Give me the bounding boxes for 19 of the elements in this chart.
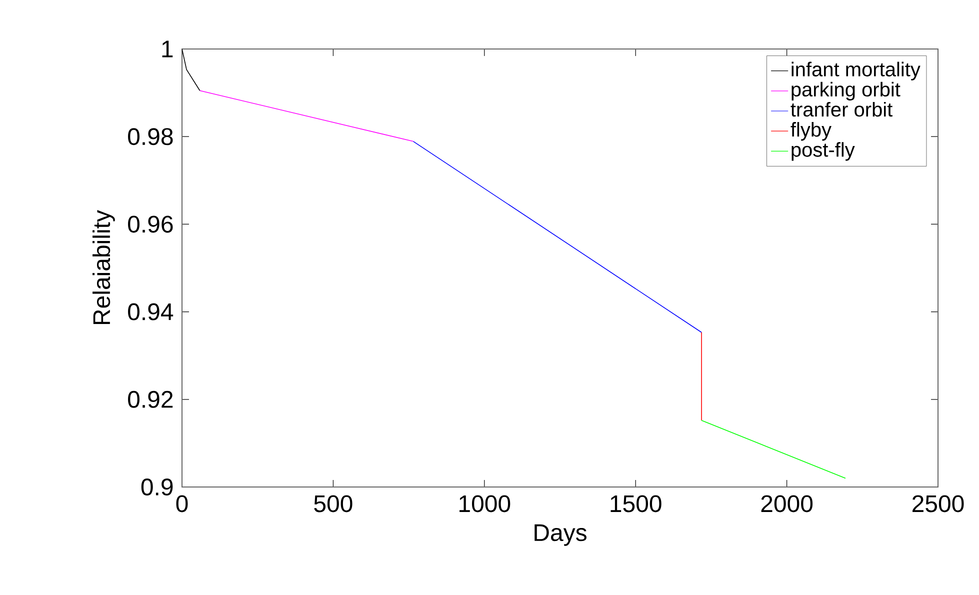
legend-label: post-fly — [792, 142, 855, 161]
legend-label: flyby — [790, 122, 832, 141]
y-tick-label: 0.96 — [128, 216, 173, 233]
y-axis-title: Relaiability — [92, 210, 115, 324]
x-tick-label: 1000 — [460, 495, 510, 512]
x-tick-label: 2500 — [912, 495, 964, 512]
y-tick-label: 0.94 — [128, 303, 174, 320]
x-tick-label: 1500 — [610, 495, 662, 512]
legend-label: tranfer orbit — [790, 102, 893, 117]
y-tick-label: 1 — [162, 40, 173, 58]
y-tick-label: 0.92 — [128, 390, 173, 408]
x-tick-label: 500 — [314, 495, 352, 512]
x-tick-label: 2000 — [761, 495, 813, 512]
x-tick-label: 0 — [176, 495, 188, 512]
legend-label: parking orbit — [792, 82, 900, 101]
y-tick-label: 0.98 — [128, 128, 173, 146]
y-tick-label: 0.9 — [141, 478, 173, 496]
legend-label: infant mortality — [792, 62, 920, 80]
x-axis-title: Days — [534, 524, 586, 546]
